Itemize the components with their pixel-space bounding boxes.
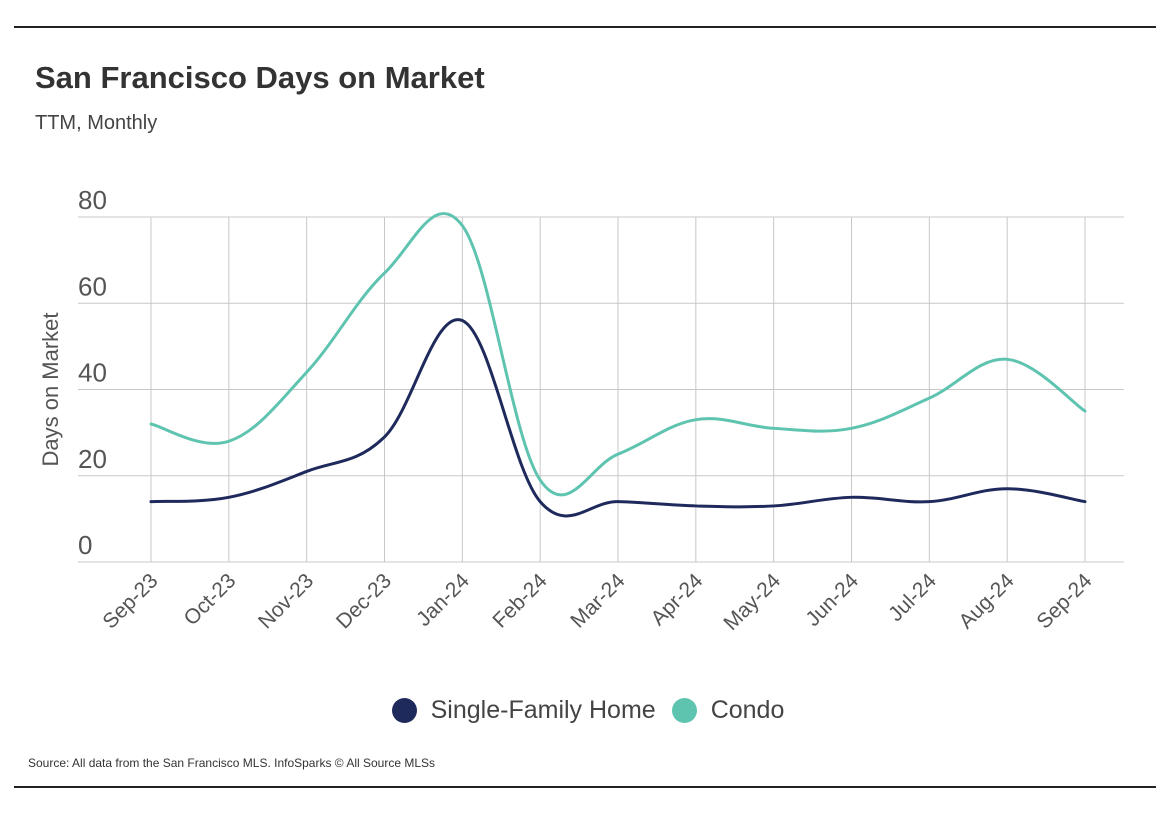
legend-label: Single-Family Home (430, 696, 656, 724)
x-tick-label: Feb-24 (488, 569, 552, 633)
series-lines (149, 212, 1087, 518)
legend-dot-icon (391, 698, 417, 723)
legend-item-single-family-home: Single-Family Home (391, 696, 656, 725)
legend-label: Condo (710, 696, 785, 724)
x-tick-label: Sep-23 (98, 569, 162, 633)
bottom-rule (14, 786, 1156, 788)
y-tick-label: 0 (78, 530, 92, 560)
legend-dot-icon (671, 698, 697, 723)
x-tick-label: Oct-23 (180, 569, 241, 630)
chart-subtitle: TTM, Monthly (35, 112, 158, 134)
y-tick-label: 60 (78, 271, 107, 301)
x-tick-label: May-24 (719, 569, 785, 635)
y-axis-title: Days on Market (38, 312, 63, 466)
x-tick-label: Dec-23 (332, 569, 396, 633)
source-note: Source: All data from the San Francisco … (28, 756, 436, 770)
series-line-condo (149, 212, 1087, 497)
top-rule (14, 26, 1156, 28)
x-tick-label: Sep-24 (1032, 569, 1096, 633)
legend: Single-Family Home Condo (0, 696, 1176, 725)
x-tick-label: Apr-24 (647, 569, 708, 630)
y-tick-label: 40 (78, 358, 107, 388)
x-tick-label: Aug-24 (955, 569, 1019, 633)
chart-title: San Francisco Days on Market (35, 60, 485, 95)
x-tick-label: Jan-24 (412, 569, 474, 631)
series-line-single-family-home (149, 318, 1087, 518)
x-tick-label: Nov-23 (254, 569, 318, 633)
y-tick-labels: 0 20 40 60 80 (78, 185, 107, 560)
y-tick-label: 80 (78, 185, 107, 215)
x-tick-label: Mar-24 (566, 569, 630, 633)
x-tick-label: Jul-24 (884, 569, 941, 626)
legend-item-condo: Condo (671, 696, 785, 725)
x-tick-label: Jun-24 (801, 569, 863, 631)
y-tick-label: 20 (78, 444, 107, 474)
x-tick-labels: Sep-23 Oct-23 Nov-23 Dec-23 Jan-24 Feb-24 Mar-… (98, 569, 1096, 635)
grid-lines (78, 216, 1124, 563)
